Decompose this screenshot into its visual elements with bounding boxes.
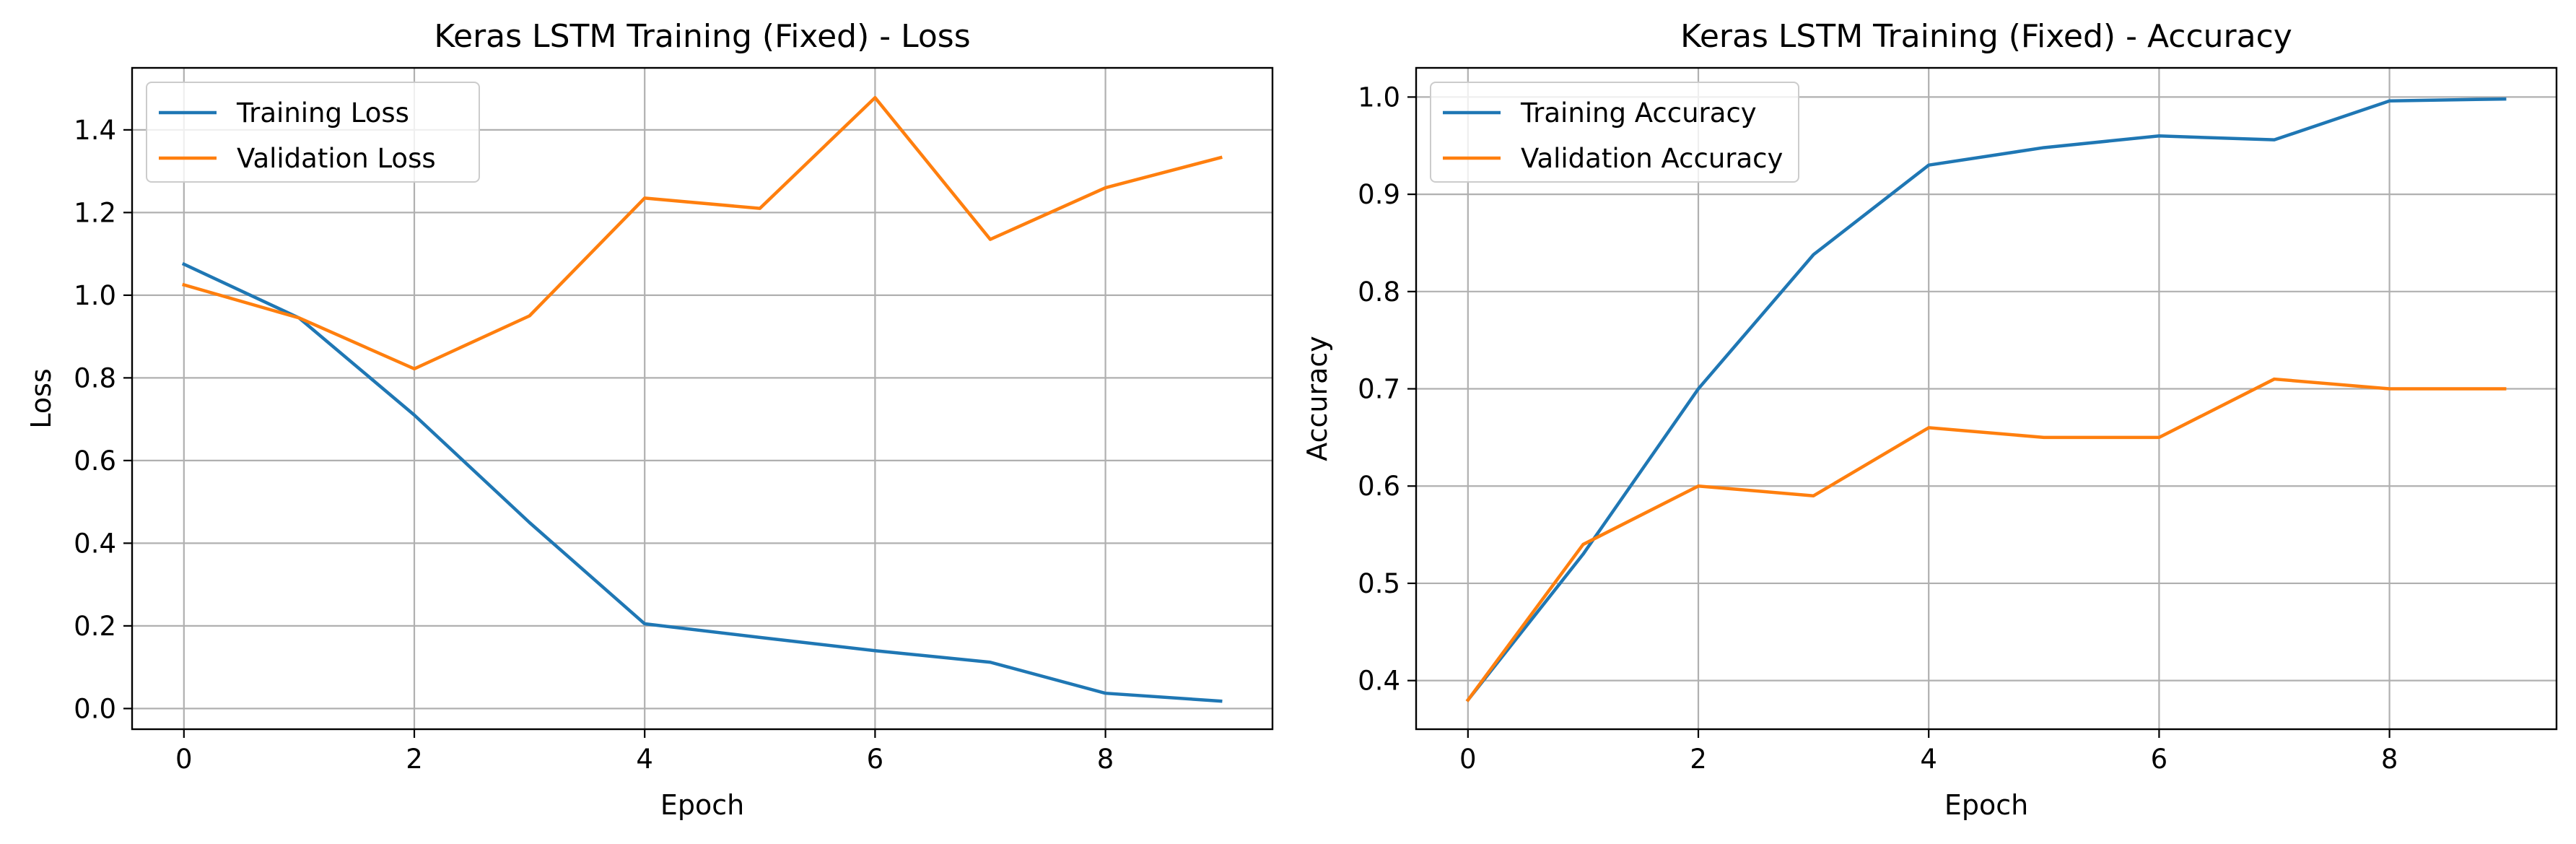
accuracy-y-tick-label: 0.4: [1358, 666, 1400, 697]
loss-legend-box: [146, 82, 480, 183]
accuracy-y-tick-label: 0.7: [1358, 374, 1400, 405]
accuracy-y-tick-label: 0.9: [1358, 179, 1400, 210]
loss-x-axis-label: Epoch: [660, 789, 744, 821]
loss-y-tick-label: 0.8: [74, 362, 116, 393]
accuracy-x-axis-label: Epoch: [1944, 789, 2028, 821]
accuracy-x-tick-label: 2: [1690, 744, 1707, 775]
loss-x-tick-label: 4: [636, 744, 653, 775]
loss-y-tick-label: 0.4: [74, 528, 116, 559]
accuracy-legend-label-training-accuracy: Training Accuracy: [1520, 97, 1757, 129]
loss-y-tick-label: 1.2: [74, 197, 116, 228]
loss-legend: Training Loss Validation Loss: [146, 82, 480, 183]
accuracy-legend-label-validation-accuracy: Validation Accuracy: [1521, 143, 1783, 174]
loss-y-tick-label: 0.2: [74, 611, 116, 642]
loss-x-tick-label: 2: [406, 744, 423, 775]
loss-legend-label-training-loss: Training Loss: [236, 97, 409, 129]
accuracy-axes-frame: [1415, 66, 2558, 731]
accuracy-legend: Training Accuracy Validation Accuracy: [1430, 82, 1799, 183]
loss-chart-panel: 0 2 4 6 8 0.0 0.2 0.4 0.6 0.8 1.0 1.2 1.4 Keras LSTM …: [25, 18, 1274, 821]
loss-y-tick-label: 1.4: [74, 115, 116, 146]
loss-x-tick-label: 8: [1097, 744, 1114, 775]
accuracy-chart-title: Keras LSTM Training (Fixed) - Accuracy: [1680, 18, 2292, 55]
loss-legend-label-validation-loss: Validation Loss: [237, 143, 436, 174]
accuracy-series-validation-accuracy-line: [1465, 377, 2507, 702]
accuracy-y-tick-label: 0.5: [1358, 568, 1400, 599]
accuracy-series-training-accuracy-line: [1465, 97, 2507, 702]
accuracy-y-tick-label: 0.8: [1358, 277, 1400, 308]
loss-y-tick-label: 0.6: [74, 445, 116, 477]
loss-axes-frame: [131, 66, 1274, 731]
loss-series-training-loss-line: [181, 261, 1223, 703]
accuracy-y-axis-label: Accuracy: [1301, 336, 1333, 461]
loss-y-tick-label: 0.0: [74, 693, 116, 724]
loss-series-validation-loss-line: [182, 95, 1223, 371]
accuracy-chart-panel: 0 2 4 6 8 0.4 0.5 0.6 0.7 0.8 0.9 1.0 Keras LSTM Tra…: [1301, 18, 2558, 821]
accuracy-x-tick-label: 6: [2151, 744, 2168, 775]
loss-x-tick-label: 6: [867, 744, 884, 775]
loss-chart-title: Keras LSTM Training (Fixed) - Loss: [434, 18, 970, 55]
accuracy-x-tick-label: 4: [1920, 744, 1937, 775]
accuracy-legend-box: [1430, 82, 1799, 183]
loss-x-tick-label: 0: [175, 744, 193, 775]
accuracy-x-tick-label: 0: [1459, 744, 1477, 775]
accuracy-y-tick-label: 1.0: [1358, 82, 1400, 113]
loss-y-axis-label: Loss: [25, 368, 57, 428]
accuracy-y-tick-label: 0.6: [1358, 471, 1400, 502]
loss-y-tick-label: 1.0: [74, 280, 116, 311]
accuracy-x-tick-label: 8: [2381, 744, 2398, 775]
